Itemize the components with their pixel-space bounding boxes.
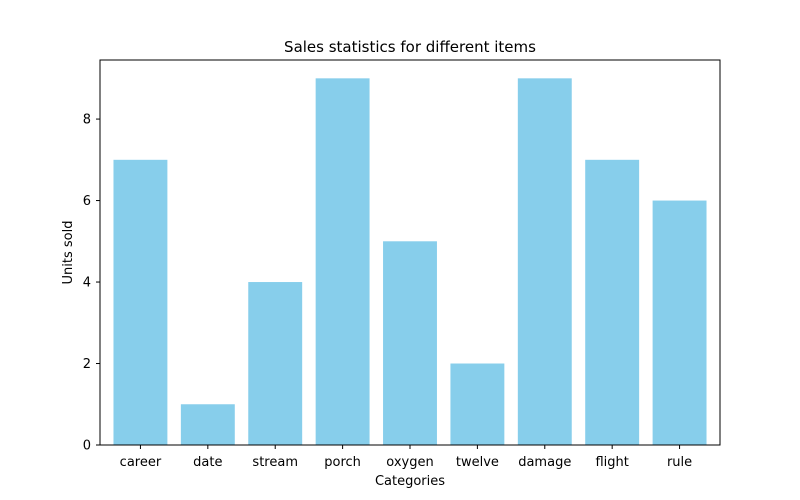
bar-rule	[652, 200, 707, 445]
y-tick-label: 2	[83, 357, 91, 372]
bar-porch	[315, 78, 370, 445]
y-tick-label: 4	[83, 276, 91, 291]
x-tick-label: flight	[595, 455, 628, 470]
y-tick-label: 8	[83, 113, 91, 128]
x-tick-label: twelve	[456, 455, 499, 470]
y-tick-label: 6	[83, 194, 91, 209]
x-tick-label: career	[120, 455, 162, 470]
bar-career	[113, 159, 168, 445]
bar-stream	[248, 282, 303, 445]
bar-flight	[585, 159, 640, 445]
x-tick-label: rule	[667, 455, 692, 470]
bar-oxygen	[383, 241, 437, 445]
x-tick-label: stream	[252, 455, 298, 470]
bar-twelve	[450, 363, 505, 445]
bar-date	[180, 404, 235, 445]
x-tick-label: date	[193, 455, 222, 470]
x-ticks-layer: career date stream porch oxygen twelve damage f…	[120, 445, 692, 470]
y-tick-label: 0	[83, 439, 91, 454]
x-axis-label: Categories	[375, 474, 445, 489]
y-ticks-layer: 0 2 4 6 8	[83, 113, 100, 454]
y-axis-label: Units sold	[61, 221, 76, 285]
chart-title: Sales statistics for different items	[284, 38, 536, 56]
x-tick-label: porch	[324, 455, 361, 470]
bar-damage	[517, 78, 572, 445]
bars-layer	[113, 78, 707, 445]
x-tick-label: oxygen	[386, 455, 433, 470]
x-tick-label: damage	[518, 455, 571, 470]
